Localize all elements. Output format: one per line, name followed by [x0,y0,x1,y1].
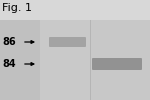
Text: Fig. 1: Fig. 1 [2,3,32,13]
Bar [0,0,150,20]
Text: 86: 86 [2,37,16,47]
Bar [40,20,90,100]
Bar [40,20,150,100]
Text: 84: 84 [2,59,16,69]
FancyBboxPatch shape [49,37,86,47]
FancyBboxPatch shape [92,58,142,70]
